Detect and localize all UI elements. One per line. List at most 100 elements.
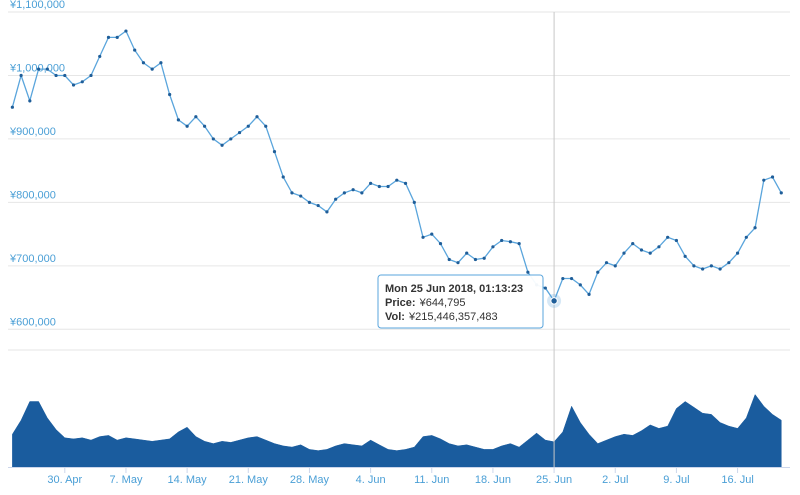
price-point [281, 175, 285, 179]
price-point [290, 191, 294, 195]
price-point [526, 270, 530, 274]
price-point [307, 200, 312, 204]
price-point [272, 150, 277, 154]
price-point [45, 67, 49, 71]
tooltip-date: Mon 25 Jun 2018, 01:13:23 [385, 283, 523, 295]
price-point [770, 175, 775, 179]
price-point [159, 61, 163, 65]
x-tick-label: 14. May [168, 474, 208, 486]
volume-area [12, 393, 782, 468]
price-point [709, 264, 713, 268]
price-point [211, 137, 215, 141]
price-point [141, 61, 146, 65]
price-point [657, 245, 661, 249]
price-point [342, 191, 346, 195]
price-point [718, 267, 722, 271]
price-point [561, 276, 565, 281]
price-point [89, 73, 93, 78]
price-point [369, 181, 373, 185]
price-point [762, 178, 766, 182]
tooltip-row: Vol: ¥215,446,357,483 [385, 311, 498, 323]
price-point [692, 264, 696, 268]
price-line [11, 30, 782, 303]
price-point [596, 270, 600, 274]
x-tick-label: 4. Jun [356, 474, 386, 486]
hover-point [550, 297, 558, 305]
price-point [412, 200, 416, 204]
price-point [19, 73, 23, 78]
x-tick-label: 28. May [290, 474, 330, 486]
price-point [482, 256, 486, 260]
price-point [36, 67, 41, 71]
price-point [351, 188, 355, 192]
price-point [447, 257, 451, 262]
price-point [80, 80, 84, 84]
price-point [202, 124, 207, 128]
x-tick-label: 25. Jun [536, 474, 572, 486]
y-tick-label: ¥700,000 [9, 253, 56, 265]
price-point [683, 254, 687, 258]
price-point [106, 35, 111, 39]
y-tick-label: ¥600,000 [9, 316, 56, 328]
price-point [648, 251, 652, 255]
y-tick-label: ¥800,000 [9, 189, 56, 201]
price-point [622, 251, 626, 255]
price-point [465, 251, 469, 255]
price-point [299, 194, 303, 198]
tooltip-value: ¥644,795 [419, 297, 466, 309]
price-point [674, 238, 679, 243]
price-point [456, 261, 460, 265]
x-tick-label: 16. Jul [721, 474, 753, 486]
price-point [666, 235, 670, 239]
price-point [473, 257, 478, 262]
price-point [54, 73, 58, 78]
price-point [98, 54, 102, 59]
price-point [500, 238, 504, 243]
price-point [508, 240, 513, 244]
x-tick-label: 30. Apr [47, 474, 82, 486]
price-point [386, 184, 390, 189]
price-point [71, 83, 76, 87]
y-tick-label: ¥900,000 [9, 126, 56, 138]
price-point [10, 105, 14, 109]
price-point [395, 178, 399, 182]
price-point [753, 226, 757, 230]
x-tick-label: 9. Jul [663, 474, 689, 486]
tooltip-value: ¥215,446,357,483 [408, 311, 498, 323]
tooltip: Mon 25 Jun 2018, 01:13:23 Price: ¥644,795 V… [377, 274, 544, 329]
tooltip-key: Price: [385, 297, 416, 309]
price-point [421, 235, 425, 239]
price-point [176, 118, 180, 122]
price-point [779, 191, 783, 195]
price-point [316, 203, 320, 208]
price-point [237, 130, 242, 135]
x-tick-label: 21. May [229, 474, 269, 486]
price-point [115, 35, 119, 39]
price-point [220, 143, 224, 147]
price-point [255, 115, 259, 119]
x-tick-label: 11. Jun [414, 474, 449, 486]
price-point [325, 210, 329, 214]
y-tick-label: ¥1,100,000 [9, 0, 65, 11]
price-point [168, 92, 172, 97]
price-point [639, 248, 644, 252]
price-point [543, 286, 547, 290]
price-point [517, 242, 521, 246]
price-point [613, 264, 617, 268]
x-tick-label: 18. Jun [475, 474, 511, 486]
x-tick-label: 7. May [109, 474, 143, 486]
price-point [63, 73, 67, 78]
price-point [133, 48, 137, 52]
price-point [631, 242, 635, 246]
price-point [124, 29, 128, 33]
tooltip-row: Price: ¥644,795 [385, 297, 465, 309]
price-point [491, 245, 495, 249]
price-point [578, 283, 582, 287]
price-point [587, 292, 591, 297]
price-point [360, 191, 364, 195]
price-point [264, 124, 268, 128]
price-point [28, 99, 32, 103]
price-point [569, 276, 574, 281]
price-point [150, 67, 154, 71]
